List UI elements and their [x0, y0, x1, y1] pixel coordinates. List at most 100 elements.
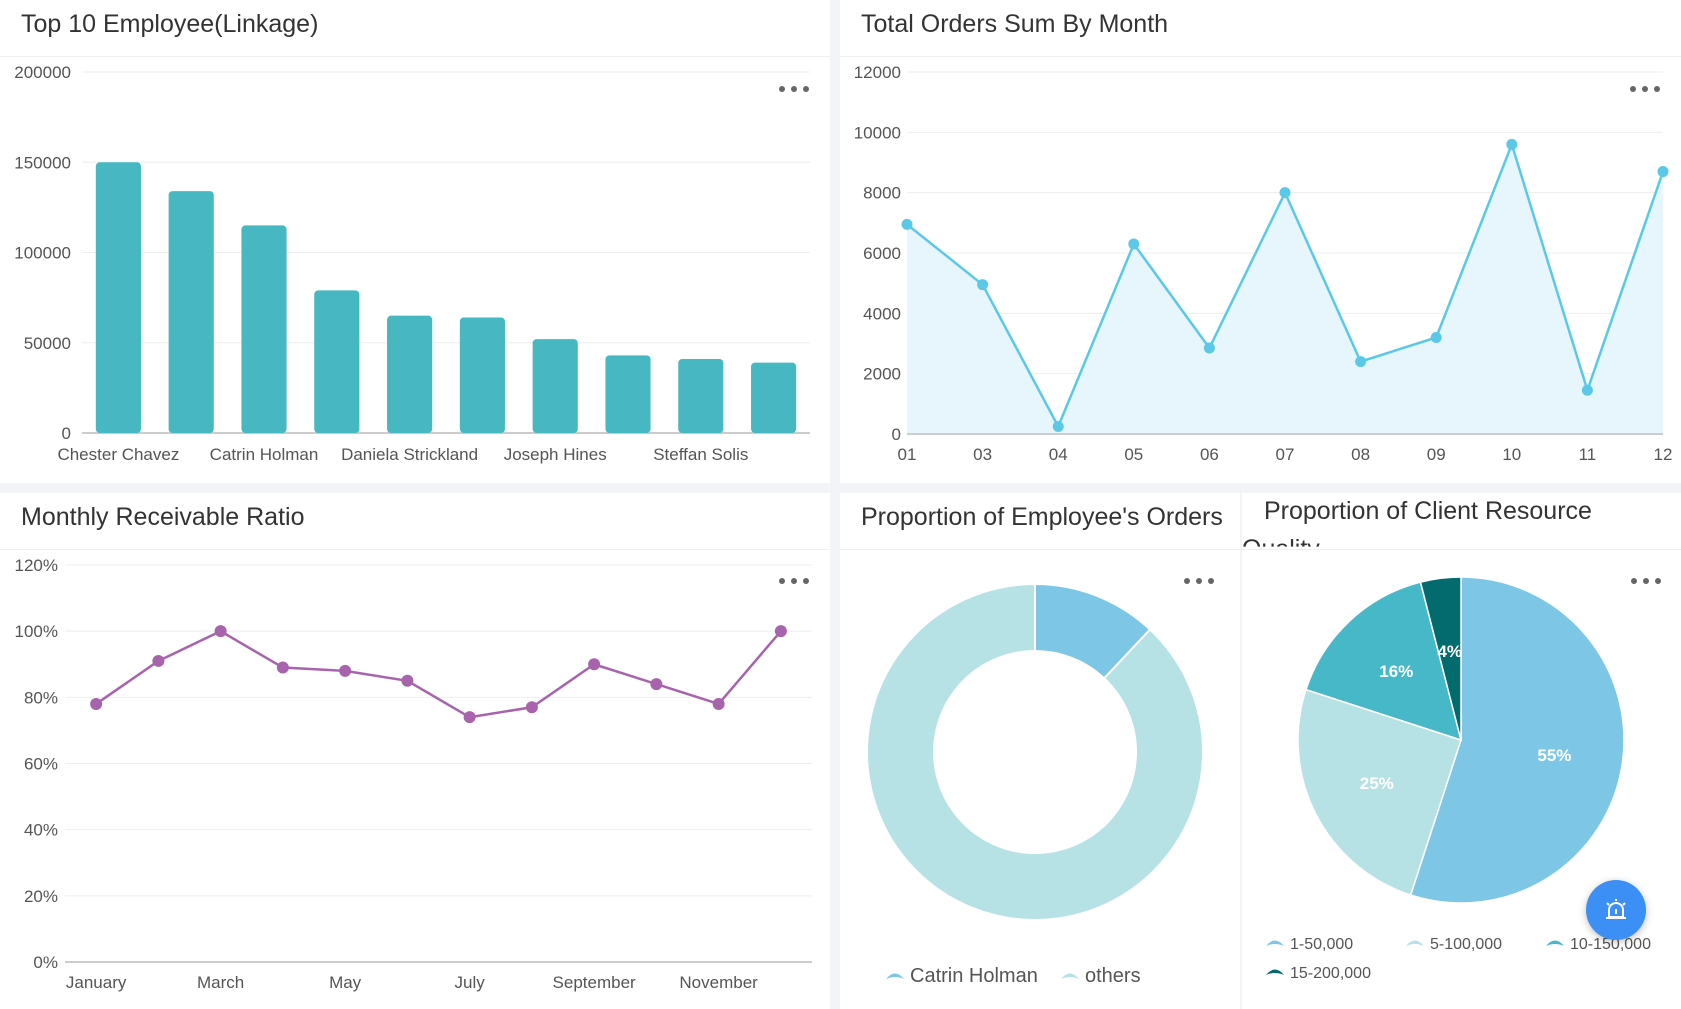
- y-tick-label: 120%: [15, 556, 58, 575]
- y-tick-label: 0%: [33, 953, 58, 972]
- employee-orders-panel: Proportion of Employee's Orders Catrin H…: [840, 493, 1240, 1009]
- y-tick-label: 12000: [854, 63, 901, 82]
- bar: [241, 225, 287, 433]
- slice-label: 25%: [1360, 774, 1394, 793]
- x-tick-label: September: [553, 973, 636, 992]
- panel-title: Top 10 Employee(Linkage): [21, 10, 319, 38]
- bar: [459, 317, 505, 433]
- divider: [840, 56, 1681, 57]
- data-point: [774, 625, 787, 638]
- bar: [605, 355, 651, 433]
- data-point: [214, 625, 227, 638]
- data-point: [650, 678, 663, 691]
- panel-title-line-2: Quality: [1242, 535, 1320, 563]
- panel-title: Monthly Receivable Ratio: [21, 503, 305, 531]
- bar: [95, 162, 141, 433]
- y-tick-label: 60%: [24, 755, 58, 774]
- y-tick-label: 0: [62, 424, 71, 443]
- panel-title: Total Orders Sum By Month: [861, 10, 1169, 38]
- legend-marker: [1406, 940, 1424, 946]
- bar: [678, 358, 724, 433]
- bar: [387, 315, 433, 433]
- more-options-button[interactable]: [779, 574, 809, 588]
- bar-chart: 200000 150000 100000 50000 0 Chester Chavez Ca…: [14, 63, 810, 464]
- x-tick-label: 07: [1276, 445, 1295, 464]
- x-tick-label: 12: [1654, 445, 1673, 464]
- y-tick-label: 2000: [863, 365, 901, 384]
- x-tick-label: July: [455, 973, 486, 992]
- data-point: [152, 654, 165, 667]
- legend-label: others: [1085, 965, 1141, 987]
- data-point: [1506, 138, 1518, 150]
- y-tick-label: 10000: [854, 123, 901, 142]
- legend-marker: [886, 973, 904, 979]
- x-tick-label: January: [66, 973, 127, 992]
- x-tick-label: Steffan Solis: [653, 445, 748, 464]
- area-chart: 12000 10000 8000 6000 4000 2000 001 03 04 05 06 07 0…: [854, 63, 1673, 464]
- slice-label: 16%: [1379, 662, 1413, 681]
- data-point: [1052, 420, 1064, 432]
- data-point: [1128, 238, 1140, 250]
- data-point: [712, 697, 725, 710]
- bar: [168, 191, 214, 433]
- bar: [532, 339, 578, 433]
- data-point: [588, 658, 601, 671]
- data-point: [276, 661, 289, 674]
- y-tick-label: 4000: [863, 304, 901, 323]
- y-tick-label: 200000: [14, 63, 71, 82]
- x-tick-label: 06: [1200, 445, 1219, 464]
- more-options-button[interactable]: [779, 82, 809, 96]
- divider: [0, 549, 830, 550]
- panel-title: Proportion of Employee's Orders: [861, 503, 1223, 531]
- divider: [0, 56, 830, 57]
- y-tick-label: 100%: [15, 622, 58, 641]
- divider: [1242, 549, 1681, 550]
- legend-marker: [1546, 940, 1564, 946]
- data-point: [1279, 187, 1291, 199]
- pie-slice: [1419, 576, 1462, 741]
- pie-slice: [1305, 581, 1463, 742]
- data-point: [339, 664, 352, 677]
- more-options-button[interactable]: [1631, 574, 1661, 588]
- more-options-button[interactable]: [1630, 82, 1660, 96]
- y-tick-label: 8000: [863, 184, 901, 203]
- top-employees-panel: Top 10 Employee(Linkage) 200000 150000 100…: [0, 0, 830, 483]
- data-point: [525, 701, 538, 714]
- y-tick-label: 50000: [24, 334, 71, 353]
- y-tick-label: 0: [892, 425, 901, 444]
- data-point: [401, 674, 414, 687]
- line-chart: 120% 100% 80% 60% 40% 20% 0% January March May Jul…: [15, 556, 812, 992]
- y-tick-label: 20%: [24, 887, 58, 906]
- y-tick-label: 6000: [863, 244, 901, 263]
- data-point: [463, 711, 476, 724]
- pie-chart: 55% 25% 16% 4% 1-50,000 5-100,000 10-150,000 15…: [1266, 576, 1651, 982]
- x-tick-label: 09: [1427, 445, 1446, 464]
- slice-label: 55%: [1537, 746, 1571, 765]
- y-tick-label: 40%: [24, 821, 58, 840]
- slice-label: 4%: [1437, 642, 1462, 661]
- more-options-button[interactable]: [1184, 574, 1214, 588]
- x-tick-label: May: [329, 973, 362, 992]
- orders-by-month-panel: Total Orders Sum By Month 12000 10000 8000…: [840, 0, 1681, 483]
- x-tick-label: 01: [898, 445, 917, 464]
- legend-label: 5-100,000: [1430, 936, 1502, 953]
- donut-slice: [866, 582, 1204, 921]
- series-line: [95, 629, 782, 719]
- x-tick-label: March: [197, 973, 244, 992]
- alarm-button[interactable]: [1586, 880, 1646, 940]
- donut-chart: Catrin Holman others: [866, 582, 1204, 987]
- x-tick-label: 03: [973, 445, 992, 464]
- x-tick-label: Joseph Hines: [504, 445, 607, 464]
- legend-marker: [1061, 973, 1079, 979]
- data-point: [977, 279, 989, 291]
- panel-title-line-1: Proportion of Client Resource: [1264, 497, 1592, 525]
- receivable-ratio-panel: Monthly Receivable Ratio 120% 100% 80% 60% 4…: [0, 493, 830, 1009]
- area-fill: [907, 144, 1663, 434]
- data-point: [1581, 384, 1593, 396]
- pie-slice: [1297, 688, 1462, 896]
- x-tick-label: Catrin Holman: [210, 445, 319, 464]
- legend-label: 15-200,000: [1290, 965, 1371, 982]
- data-point: [1657, 166, 1669, 178]
- y-tick-label: 100000: [14, 244, 71, 263]
- legend-label: 10-150,000: [1570, 936, 1651, 953]
